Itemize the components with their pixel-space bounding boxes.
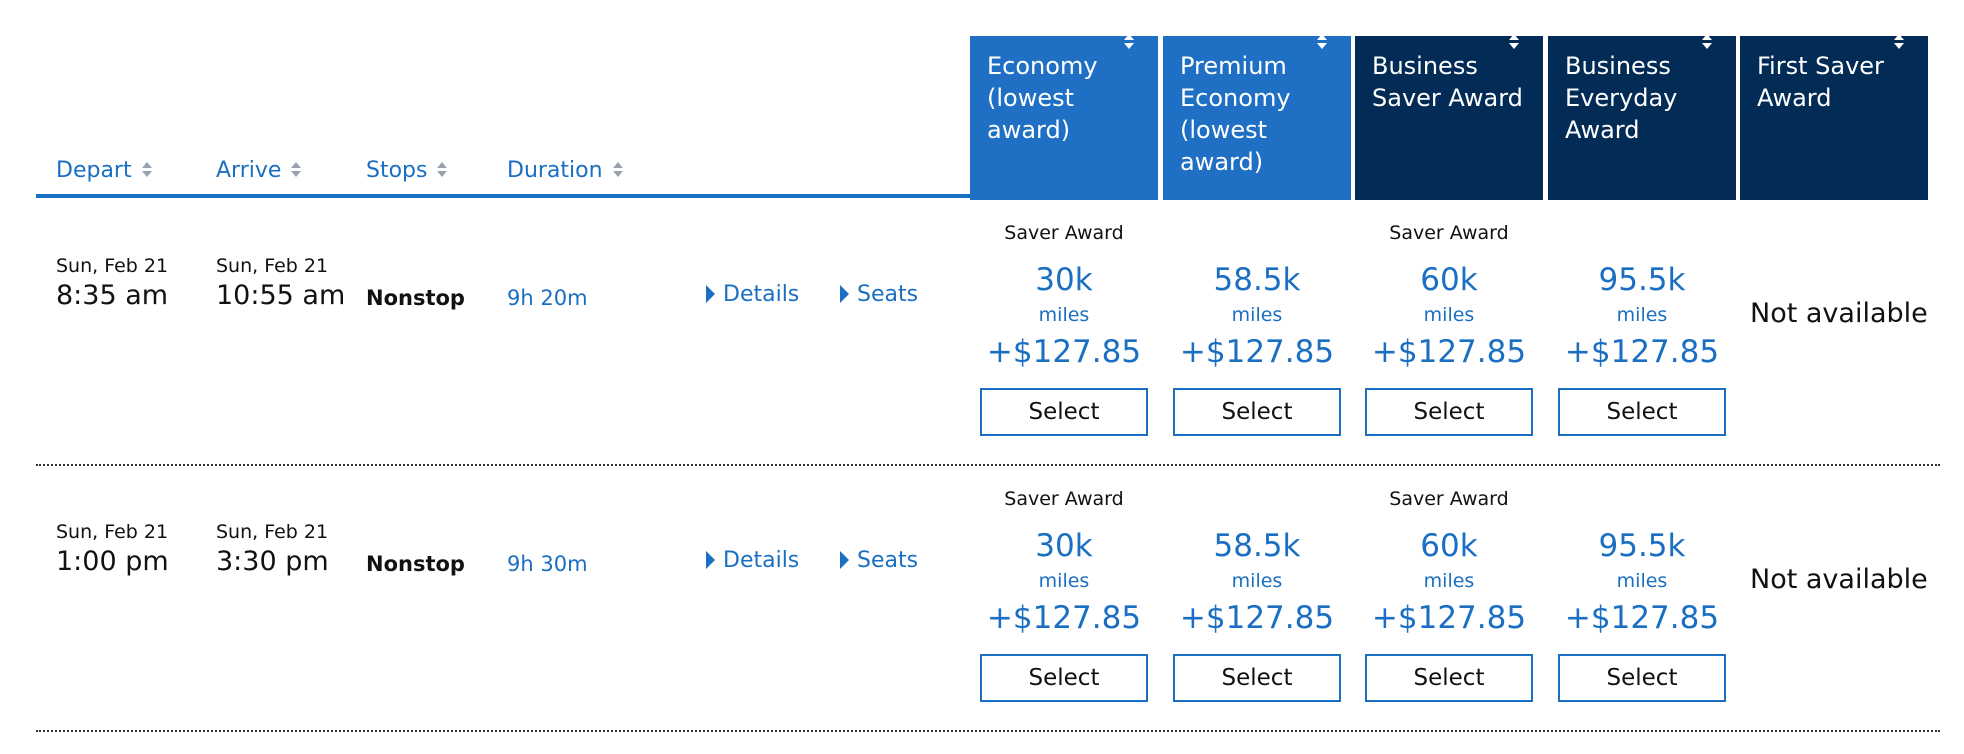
select-button[interactable]: Select xyxy=(980,654,1148,702)
details-label: Details xyxy=(723,282,800,307)
sort-duration[interactable]: Duration xyxy=(507,158,623,183)
miles-value: 58.5k xyxy=(1213,262,1301,298)
miles-unit: miles xyxy=(1616,304,1668,326)
select-button[interactable]: Select xyxy=(1365,388,1533,436)
fare-header-label: Premium Economy (lowest award) xyxy=(1180,52,1291,176)
sort-icon xyxy=(1124,34,1134,178)
stops-value: Nonstop xyxy=(366,552,465,576)
expand-triangle-icon xyxy=(840,551,849,569)
duration-value: 9h 20m xyxy=(507,286,588,310)
duration-header-label: Duration xyxy=(507,158,603,183)
miles-unit: miles xyxy=(1231,304,1283,326)
row-divider xyxy=(36,464,1940,466)
fare-header-label: Economy (lowest award) xyxy=(987,52,1098,144)
miles-value: 58.5k xyxy=(1213,528,1301,564)
select-button[interactable]: Select xyxy=(1558,388,1726,436)
fare-price: +$127.85 xyxy=(1179,600,1335,636)
arrive-date: Sun, Feb 21 xyxy=(216,255,329,277)
depart-header-label: Depart xyxy=(56,158,132,183)
fare-price: +$127.85 xyxy=(1564,600,1720,636)
sort-icon xyxy=(291,161,302,177)
depart-time: 1:00 pm xyxy=(56,546,169,577)
miles-unit: miles xyxy=(1423,570,1475,592)
arrive-time: 10:55 am xyxy=(216,280,346,311)
stops-header-label: Stops xyxy=(366,158,428,183)
miles-value: 95.5k xyxy=(1598,262,1686,298)
sort-icon xyxy=(1702,34,1712,178)
arrive-date: Sun, Feb 21 xyxy=(216,521,329,543)
sort-depart[interactable]: Depart xyxy=(56,158,152,183)
fare-price: +$127.85 xyxy=(1179,334,1335,370)
first-saver-unavailable: Not available xyxy=(1750,298,1928,329)
sort-stops[interactable]: Stops xyxy=(366,158,448,183)
seats-link[interactable]: Seats xyxy=(840,282,918,307)
saver-award-badge: Saver Award xyxy=(1389,488,1509,510)
miles-value: 30k xyxy=(1035,528,1093,564)
expand-triangle-icon xyxy=(706,551,715,569)
miles-unit: miles xyxy=(1423,304,1475,326)
fare-price: +$127.85 xyxy=(1371,600,1527,636)
fare-header-label: First Saver Award xyxy=(1757,52,1884,112)
arrive-header-label: Arrive xyxy=(216,158,282,183)
fare-header-label: Business Everyday Award xyxy=(1565,52,1678,144)
sort-icon xyxy=(612,161,623,177)
miles-value: 30k xyxy=(1035,262,1093,298)
sort-icon xyxy=(1894,34,1904,178)
seats-label: Seats xyxy=(857,548,919,573)
miles-unit: miles xyxy=(1038,304,1090,326)
miles-unit: miles xyxy=(1231,570,1283,592)
fare-header-business-everyday[interactable]: Business Everyday Award xyxy=(1548,34,1736,200)
expand-triangle-icon xyxy=(840,285,849,303)
fare-price: +$127.85 xyxy=(1564,334,1720,370)
flight-row: Sun, Feb 21 1:00 pm Sun, Feb 21 3:30 pm … xyxy=(36,466,1940,732)
fare-price: +$127.85 xyxy=(986,600,1142,636)
fare-price: +$127.85 xyxy=(986,334,1142,370)
fare-header-economy[interactable]: Economy (lowest award) xyxy=(970,34,1158,200)
duration-value: 9h 30m xyxy=(507,552,588,576)
details-link[interactable]: Details xyxy=(706,282,799,307)
first-saver-unavailable: Not available xyxy=(1750,564,1928,595)
fare-header-business-saver[interactable]: Business Saver Award xyxy=(1355,34,1543,200)
select-button[interactable]: Select xyxy=(980,388,1148,436)
select-button[interactable]: Select xyxy=(1173,654,1341,702)
sort-icon xyxy=(1509,34,1519,178)
select-button[interactable]: Select xyxy=(1173,388,1341,436)
seats-label: Seats xyxy=(857,282,919,307)
sort-arrive[interactable]: Arrive xyxy=(216,158,302,183)
fare-header-first-saver[interactable]: First Saver Award xyxy=(1740,34,1928,200)
depart-date: Sun, Feb 21 xyxy=(56,255,169,277)
sort-icon xyxy=(437,161,448,177)
header-divider xyxy=(36,194,970,198)
miles-value: 60k xyxy=(1420,262,1478,298)
sort-icon xyxy=(1317,34,1327,178)
select-button[interactable]: Select xyxy=(1558,654,1726,702)
saver-award-badge: Saver Award xyxy=(1004,222,1124,244)
fare-header-premium-economy[interactable]: Premium Economy (lowest award) xyxy=(1163,34,1351,200)
depart-time: 8:35 am xyxy=(56,280,169,311)
flight-row: Sun, Feb 21 8:35 am Sun, Feb 21 10:55 am… xyxy=(36,200,1940,466)
saver-award-badge: Saver Award xyxy=(1004,488,1124,510)
depart-date: Sun, Feb 21 xyxy=(56,521,169,543)
miles-value: 60k xyxy=(1420,528,1478,564)
saver-award-badge: Saver Award xyxy=(1389,222,1509,244)
select-button[interactable]: Select xyxy=(1365,654,1533,702)
miles-unit: miles xyxy=(1038,570,1090,592)
fare-header-label: Business Saver Award xyxy=(1372,52,1523,112)
miles-unit: miles xyxy=(1616,570,1668,592)
seats-link[interactable]: Seats xyxy=(840,548,918,573)
stops-value: Nonstop xyxy=(366,286,465,310)
sort-icon xyxy=(141,161,152,177)
row-divider xyxy=(36,730,1940,732)
expand-triangle-icon xyxy=(706,285,715,303)
details-label: Details xyxy=(723,548,800,573)
miles-value: 95.5k xyxy=(1598,528,1686,564)
fare-price: +$127.85 xyxy=(1371,334,1527,370)
details-link[interactable]: Details xyxy=(706,548,799,573)
arrive-time: 3:30 pm xyxy=(216,546,329,577)
